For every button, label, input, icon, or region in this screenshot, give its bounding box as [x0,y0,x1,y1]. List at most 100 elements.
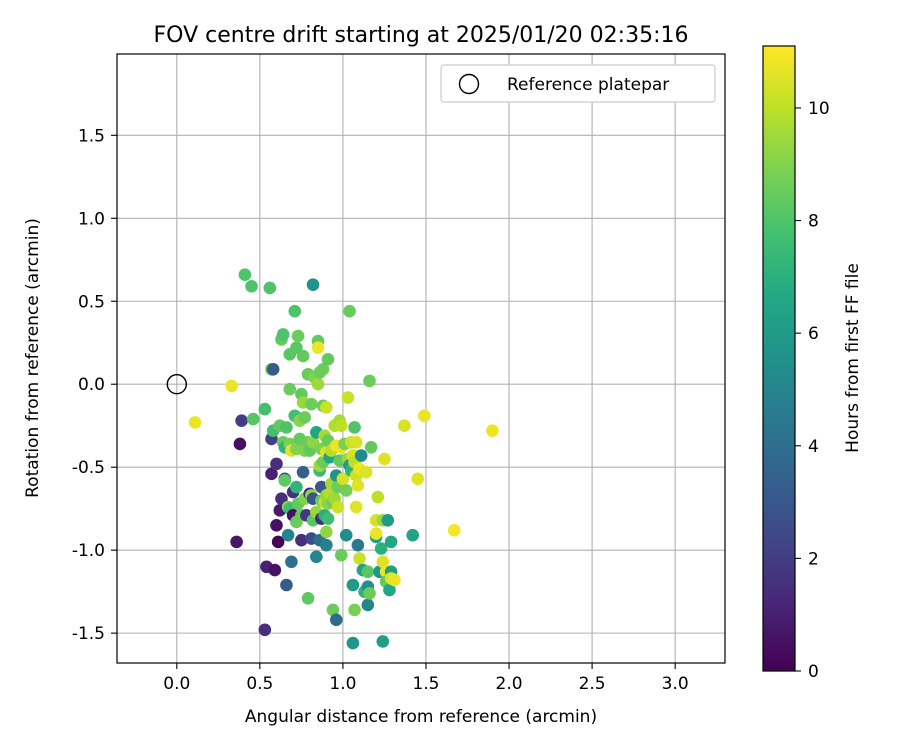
scatter-point [339,484,353,497]
scatter-point [341,391,355,404]
legend-marker [458,73,480,95]
plot-area: 0.0 0.5 1.0 1.5 2.0 2.5 3.0 1.5 1.0 0.5 0.0 -0.5 -1… [72,53,726,694]
scatter-point [266,362,280,376]
scatter-point [348,421,361,434]
chart-title: FOV centre drift starting at 2025/01/20 … [154,23,689,48]
scatter-point [331,500,345,514]
scatter-point [321,512,335,525]
plot-background [117,54,725,663]
scatter-point [311,377,325,391]
scatter-point [447,523,461,537]
scatter-point [334,548,348,562]
scatter-point [265,467,278,481]
scatter-point [238,268,252,282]
colorbar-label: Hours from first FF file [843,263,863,453]
x-tick-label: 0.5 [246,674,273,694]
reference-platepar-marker [166,374,188,395]
x-tick-label: 1.5 [412,674,439,694]
scatter-point [295,533,308,547]
scatter-point [381,513,395,527]
scatter-point [271,535,285,549]
scatter-point [486,424,499,437]
scatter-point [270,457,283,471]
scatter-point [320,401,333,414]
y-tick-label: 1.0 [78,209,105,229]
scatter-point [310,550,323,564]
x-axis-ticks: 0.0 0.5 1.0 1.5 2.0 2.5 3.0 [163,663,689,694]
scatter-point [258,402,272,416]
scatter-point [326,603,340,617]
scatter-point [233,437,247,451]
scatter-point [361,565,375,579]
scatter-point [320,525,333,539]
scatter-point [278,474,292,487]
y-tick-label: 1.5 [78,126,105,146]
scatter-point [346,578,360,592]
scatter-point [270,518,283,532]
scatter-point [376,635,390,648]
y-tick-label: -0.5 [72,458,105,478]
scatter-point [364,440,378,454]
scatter-point [276,328,290,341]
scatter-point [296,349,310,363]
scatter-point [281,528,295,542]
data-points [188,268,499,650]
scatter-point [363,374,376,388]
x-tick-label: 2.0 [496,674,523,694]
scatter-point [225,379,238,393]
colorbar-tick-label: 4 [808,437,819,457]
scatter-point [296,465,310,479]
scatter-point [406,528,419,542]
scatter-point [378,452,391,466]
y-tick-label: 0.5 [78,292,105,312]
scatter-point [411,472,424,486]
y-axis-label: Rotation from reference (arcmin) [23,218,43,498]
scatter-point [384,535,398,549]
scatter-point [388,573,401,587]
scatter-point [334,419,348,433]
x-tick-label: 2.5 [579,674,606,694]
y-tick-label: 0.0 [78,375,105,395]
scatter-point [290,480,303,494]
scatter-point [280,578,293,592]
scatter-point [339,528,353,542]
legend-box [440,64,716,103]
legend-label: Reference platepar [507,75,669,95]
y-tick-label: -1.0 [72,541,105,561]
colorbar-gradient [762,45,796,672]
scatter-point [305,397,318,411]
scatter-point [349,435,363,449]
scatter-point [263,281,277,295]
x-tick-label: 3.0 [662,674,689,694]
scatter-point [361,598,375,612]
x-tick-label: 0.0 [163,674,190,694]
x-tick-label: 1.0 [329,674,356,694]
scatter-point [329,613,343,627]
scatter-point [258,623,272,637]
scatter-point [321,353,335,366]
scatter-point [418,409,431,423]
scatter-point [354,449,368,462]
y-tick-label: -1.5 [72,624,105,644]
scatter-point [316,362,330,376]
scatter-point [363,587,376,600]
scatter-point [348,603,361,617]
scatter-point [285,555,298,569]
colorbar-tick-label: 2 [808,549,819,569]
scatter-point [376,555,390,569]
scatter-point [349,500,363,514]
scatter-point [343,304,356,318]
scatter-point [301,591,315,605]
scatter-point [188,416,202,429]
scatter-point [336,472,350,486]
scatter-point [351,538,365,552]
scatter-point [306,278,320,291]
y-axis-ticks: 1.5 1.0 0.5 0.0 -0.5 -1.0 -1.5 [72,126,117,644]
scatter-point [298,411,312,424]
scatter-point [320,538,333,552]
colorbar-tick-label: 10 [808,99,830,119]
scatter-point [353,552,366,565]
plot-frame [116,53,726,664]
scatter-point [398,419,411,433]
